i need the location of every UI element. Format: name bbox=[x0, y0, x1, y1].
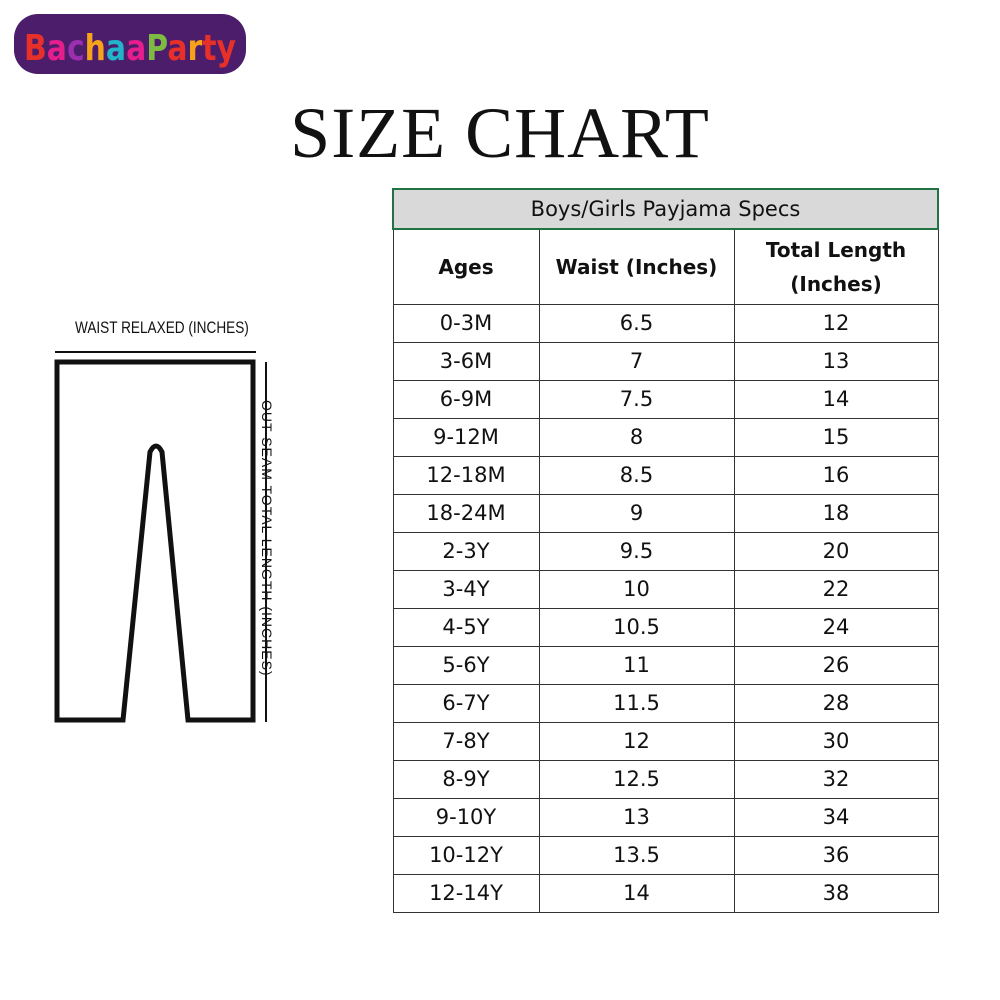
waist-label: WAIST RELAXED (INCHES) bbox=[75, 318, 249, 337]
cell-age: 5-6Y bbox=[392, 645, 540, 685]
cell-waist: 7.5 bbox=[538, 379, 735, 419]
pants-diagram bbox=[54, 351, 267, 723]
cell-waist: 9.5 bbox=[538, 531, 735, 571]
cell-waist: 8.5 bbox=[538, 455, 735, 495]
cell-age: 8-9Y bbox=[392, 759, 540, 799]
cell-length: 16 bbox=[733, 455, 939, 495]
cell-age: 6-9M bbox=[392, 379, 540, 419]
cell-waist: 13.5 bbox=[538, 835, 735, 875]
cell-length: 30 bbox=[733, 721, 939, 761]
cell-age: 3-6M bbox=[392, 341, 540, 381]
cell-length: 15 bbox=[733, 417, 939, 457]
cell-waist: 12.5 bbox=[538, 759, 735, 799]
cell-length: 12 bbox=[733, 303, 939, 343]
cell-age: 6-7Y bbox=[392, 683, 540, 723]
table-row: 3-6M 7 13 bbox=[392, 341, 939, 381]
cell-length: 38 bbox=[733, 873, 939, 913]
table-caption: Boys/Girls Payjama Specs bbox=[392, 188, 939, 230]
cell-age: 10-12Y bbox=[392, 835, 540, 875]
cell-age: 0-3M bbox=[392, 303, 540, 343]
cell-waist: 10 bbox=[538, 569, 735, 609]
cell-waist: 6.5 bbox=[538, 303, 735, 343]
header-waist: Waist (Inches) bbox=[538, 228, 735, 305]
header-length: Total Length (Inches) bbox=[733, 228, 939, 305]
table-row: 8-9Y 12.5 32 bbox=[392, 759, 939, 799]
table-row: 12-18M 8.5 16 bbox=[392, 455, 939, 495]
cell-length: 22 bbox=[733, 569, 939, 609]
table-row: 3-4Y 10 22 bbox=[392, 569, 939, 609]
cell-age: 12-14Y bbox=[392, 873, 540, 913]
table-row: 5-6Y 11 26 bbox=[392, 645, 939, 685]
cell-age: 7-8Y bbox=[392, 721, 540, 761]
cell-length: 24 bbox=[733, 607, 939, 647]
cell-length: 32 bbox=[733, 759, 939, 799]
pants-outline bbox=[54, 359, 256, 723]
page-title: SIZE CHART bbox=[290, 93, 710, 173]
length-label: OUT SEAM TOTAL LENGTH (INCHES) bbox=[259, 400, 275, 677]
cell-age: 18-24M bbox=[392, 493, 540, 533]
table-row: 18-24M 9 18 bbox=[392, 493, 939, 533]
cell-waist: 14 bbox=[538, 873, 735, 913]
cell-length: 20 bbox=[733, 531, 939, 571]
cell-age: 9-10Y bbox=[392, 797, 540, 837]
cell-length: 34 bbox=[733, 797, 939, 837]
svg-text:BachaaParty: BachaaParty bbox=[24, 28, 236, 69]
table-row: 12-14Y 14 38 bbox=[392, 873, 939, 913]
cell-waist: 11.5 bbox=[538, 683, 735, 723]
table-row: 9-12M 8 15 bbox=[392, 417, 939, 457]
cell-age: 12-18M bbox=[392, 455, 540, 495]
table-row: 6-9M 7.5 14 bbox=[392, 379, 939, 419]
table-row: 9-10Y 13 34 bbox=[392, 797, 939, 837]
cell-age: 9-12M bbox=[392, 417, 540, 457]
cell-length: 36 bbox=[733, 835, 939, 875]
size-table: Boys/Girls Payjama Specs Ages Waist (Inc… bbox=[392, 188, 939, 913]
cell-age: 2-3Y bbox=[392, 531, 540, 571]
cell-age: 3-4Y bbox=[392, 569, 540, 609]
cell-length: 18 bbox=[733, 493, 939, 533]
cell-length: 26 bbox=[733, 645, 939, 685]
cell-age: 4-5Y bbox=[392, 607, 540, 647]
table-row: 10-12Y 13.5 36 bbox=[392, 835, 939, 875]
header-ages: Ages bbox=[392, 228, 540, 305]
table-row: 7-8Y 12 30 bbox=[392, 721, 939, 761]
table-row: 0-3M 6.5 12 bbox=[392, 303, 939, 343]
cell-waist: 11 bbox=[538, 645, 735, 685]
table-row: 6-7Y 11.5 28 bbox=[392, 683, 939, 723]
table-row: 2-3Y 9.5 20 bbox=[392, 531, 939, 571]
table-row: 4-5Y 10.5 24 bbox=[392, 607, 939, 647]
cell-waist: 9 bbox=[538, 493, 735, 533]
cell-waist: 7 bbox=[538, 341, 735, 381]
cell-waist: 12 bbox=[538, 721, 735, 761]
cell-waist: 13 bbox=[538, 797, 735, 837]
cell-length: 14 bbox=[733, 379, 939, 419]
cell-waist: 10.5 bbox=[538, 607, 735, 647]
bachaa-party-logo: BachaaParty bbox=[14, 14, 246, 74]
cell-length: 13 bbox=[733, 341, 939, 381]
cell-waist: 8 bbox=[538, 417, 735, 457]
cell-length: 28 bbox=[733, 683, 939, 723]
